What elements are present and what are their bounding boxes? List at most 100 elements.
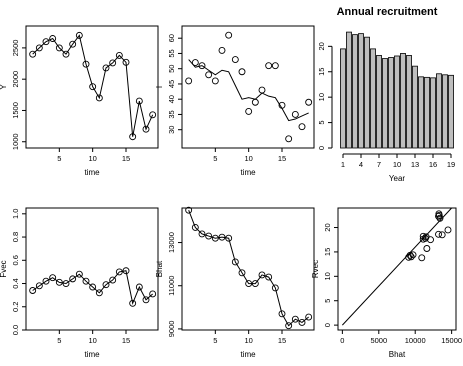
bar (340, 48, 346, 149)
data-point (285, 322, 293, 330)
data-point (291, 110, 299, 118)
data-point (291, 315, 299, 323)
data-point (407, 253, 415, 261)
panel-recruitment: Annual recruitment 1 4 7 10 13 16 19 Year 0 5 10 15… (317, 6, 455, 183)
data-point (191, 223, 199, 231)
y-tick-label: 9000 (167, 321, 176, 338)
x-axis-label: Bhat (389, 350, 406, 359)
data-point (142, 125, 150, 133)
y-tick-label: 35 (167, 110, 176, 118)
y-tick-label: 0 (323, 323, 332, 327)
y-tick-label: 15 (317, 68, 326, 76)
data-point (265, 273, 273, 281)
data-point (191, 59, 199, 67)
plot-frame (181, 25, 315, 149)
series-line (32, 270, 153, 305)
data-point (258, 86, 266, 94)
bar (394, 55, 400, 149)
data-point (35, 282, 43, 290)
data-point (435, 212, 442, 220)
chart-title: Annual recruitment (337, 6, 438, 18)
data-point (62, 280, 70, 287)
data-point (102, 281, 110, 289)
bar (358, 33, 364, 149)
bar (418, 76, 424, 149)
data-point (82, 277, 90, 285)
data-point (75, 270, 83, 278)
data-point (231, 56, 239, 63)
data-point (89, 283, 97, 291)
y-tick-label: 50 (167, 65, 176, 73)
data-point (218, 233, 226, 241)
bar (436, 73, 442, 149)
y-tick-label: 0.8 (11, 232, 20, 242)
bar (424, 76, 430, 149)
data-point (29, 287, 37, 294)
y-tick-label: 5 (317, 120, 326, 124)
y-tick-label: 55 (167, 49, 176, 57)
data-point (409, 251, 417, 259)
y-tick-label: 40 (167, 95, 176, 103)
data-point (129, 133, 137, 141)
bar (400, 53, 406, 149)
data-point (406, 251, 414, 259)
plot-frame (337, 207, 457, 331)
bar (370, 48, 376, 149)
data-point (62, 50, 70, 58)
y-tick-label: 0.2 (11, 302, 20, 312)
y-axis-label: Bhat (155, 260, 164, 277)
data-point (29, 50, 37, 58)
y-tick-label: 11000 (167, 276, 176, 296)
x-axis-label: time (240, 350, 256, 359)
data-point (238, 68, 246, 76)
data-point (258, 271, 266, 279)
y-tick-label: 1500 (11, 102, 20, 119)
data-point (129, 299, 137, 307)
y-axis-label: Y (0, 84, 8, 90)
bar (430, 77, 436, 149)
data-point (435, 211, 443, 219)
x-axis-label: time (84, 350, 100, 359)
y-axis-label: I (155, 86, 164, 88)
data-point (418, 254, 426, 262)
x-axis-label: Year (389, 174, 406, 183)
bar (412, 65, 418, 149)
data-point (211, 234, 219, 242)
bar (382, 58, 388, 149)
data-point (444, 226, 452, 234)
data-point (75, 31, 83, 39)
panel-fvec: 5 10 15 time 0.0 0.2 0.4 0.6 0.8 1.0 Fvec (0, 207, 159, 359)
data-point (55, 44, 63, 52)
x-tick-label: 19 (447, 160, 455, 169)
data-point (198, 230, 206, 238)
data-point (205, 232, 213, 240)
data-point (211, 77, 219, 85)
panel-y: 5 10 15 time 1000 1500 2000 2500 Y (0, 25, 159, 177)
plot-frame (25, 25, 159, 149)
y-axis-label: Fvec (0, 260, 8, 277)
data-point (278, 310, 286, 318)
data-point (115, 51, 123, 59)
y-tick-label: 1.0 (11, 209, 20, 219)
y-tick-label: 45 (167, 80, 176, 88)
series-line (188, 209, 309, 327)
data-point (89, 83, 97, 91)
data-point (109, 276, 117, 284)
data-point (245, 280, 253, 288)
y-tick-label: 20 (317, 42, 326, 50)
x-axis-label: time (240, 168, 256, 177)
data-point (245, 107, 253, 115)
x-tick-label: 10000 (405, 336, 426, 345)
y-tick-label: 2000 (11, 71, 20, 88)
data-point (35, 44, 43, 52)
x-axis-label: time (84, 168, 100, 177)
data-point (42, 277, 50, 285)
data-point (265, 62, 273, 70)
data-point (205, 71, 213, 79)
x-tick-label: 15 (122, 336, 130, 345)
bar (388, 57, 394, 149)
y-tick-label: 30 (167, 126, 176, 134)
y-tick-label: 13000 (167, 232, 176, 253)
y-tick-label: 10 (323, 272, 332, 280)
